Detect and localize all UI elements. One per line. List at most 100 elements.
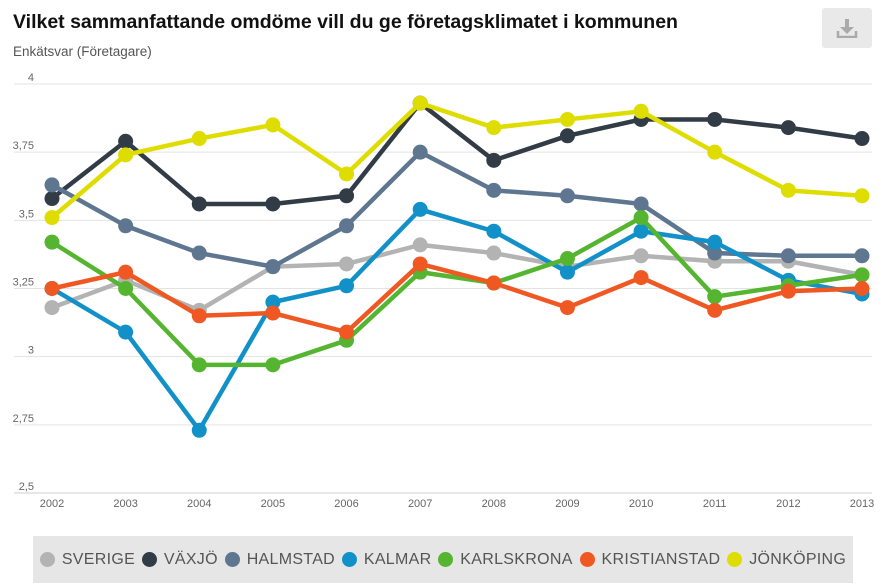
data-point[interactable]: [633, 103, 649, 119]
data-point[interactable]: [854, 281, 870, 296]
line-chart: 2,5 2,75 3 3,25 3,5 3,75 4 2002 2003 2004 2005 200…: [13, 72, 875, 510]
data-point[interactable]: [191, 422, 207, 438]
data-point[interactable]: [854, 131, 870, 147]
data-point[interactable]: [191, 308, 207, 324]
data-point[interactable]: [265, 294, 281, 310]
data-point[interactable]: [44, 177, 60, 193]
legend-marker: [438, 552, 454, 567]
series-line: [49, 261, 865, 335]
data-point[interactable]: [486, 182, 502, 198]
data-point[interactable]: [854, 248, 870, 264]
x-tick-label: 2005: [261, 498, 285, 510]
data-point[interactable]: [44, 281, 60, 296]
data-point[interactable]: [707, 144, 723, 160]
x-tick-label: 2008: [482, 498, 506, 510]
data-point[interactable]: [559, 128, 575, 144]
data-point[interactable]: [780, 283, 796, 299]
data-point[interactable]: [486, 152, 502, 168]
data-point[interactable]: [265, 117, 281, 133]
data-point[interactable]: [559, 300, 575, 316]
data-point[interactable]: [339, 218, 355, 234]
data-point[interactable]: [191, 196, 207, 212]
legend-item-kalmar[interactable]: KALMAR: [341, 550, 432, 569]
data-point[interactable]: [707, 245, 723, 261]
data-point[interactable]: [854, 267, 870, 283]
data-point[interactable]: [44, 191, 60, 207]
data-point[interactable]: [118, 218, 134, 234]
data-point[interactable]: [633, 248, 649, 264]
legend-item-jönköping[interactable]: JÖNKÖPING: [727, 551, 846, 569]
x-tick-label: 2006: [334, 498, 358, 510]
data-point[interactable]: [339, 278, 355, 294]
data-point[interactable]: [118, 264, 134, 280]
data-point[interactable]: [339, 188, 355, 204]
download-button[interactable]: [822, 8, 872, 48]
data-point[interactable]: [707, 234, 723, 250]
y-tick-label: 3,75: [13, 140, 34, 152]
data-point[interactable]: [854, 188, 870, 204]
data-point[interactable]: [339, 256, 355, 272]
legend-marker: [727, 552, 743, 567]
data-point[interactable]: [118, 147, 134, 163]
data-point[interactable]: [44, 300, 60, 316]
data-point[interactable]: [412, 237, 428, 253]
legend-item-halmstad[interactable]: HALMSTAD: [224, 551, 335, 569]
data-point[interactable]: [559, 264, 575, 280]
series-jönköping: [44, 95, 870, 226]
y-tick-label: 2,75: [13, 413, 34, 425]
data-point[interactable]: [780, 182, 796, 198]
y-tick-label: 3: [28, 345, 34, 357]
legend-label: KRISTIANSTAD: [601, 550, 721, 568]
data-point[interactable]: [486, 245, 502, 261]
data-point[interactable]: [118, 281, 134, 296]
data-point[interactable]: [265, 196, 281, 212]
data-point[interactable]: [265, 305, 281, 321]
data-point[interactable]: [559, 111, 575, 127]
data-point[interactable]: [44, 210, 60, 226]
data-point[interactable]: [707, 111, 723, 127]
data-point[interactable]: [118, 324, 134, 340]
data-point[interactable]: [265, 357, 281, 373]
data-point[interactable]: [412, 201, 428, 217]
series-line: [49, 149, 865, 269]
data-point[interactable]: [265, 259, 281, 275]
legend-item-växjö[interactable]: VÄXJÖ: [141, 551, 218, 569]
data-point[interactable]: [486, 275, 502, 291]
x-tick-label: 2011: [703, 498, 727, 510]
data-point[interactable]: [412, 95, 428, 111]
legend-marker: [224, 552, 240, 567]
data-point[interactable]: [633, 210, 649, 226]
data-point[interactable]: [118, 133, 134, 149]
legend-item-sverige[interactable]: SVERIGE: [39, 551, 135, 569]
data-point[interactable]: [633, 223, 649, 239]
data-point[interactable]: [191, 245, 207, 261]
data-point[interactable]: [707, 302, 723, 318]
data-point[interactable]: [191, 131, 207, 147]
y-tick-label: 2,5: [19, 481, 34, 493]
x-tick-label: 2012: [776, 498, 800, 510]
data-point[interactable]: [559, 188, 575, 204]
x-tick-label: 2004: [187, 498, 211, 510]
series-kalmar: [44, 201, 870, 438]
data-point[interactable]: [44, 234, 60, 250]
data-point[interactable]: [339, 166, 355, 182]
download-icon: [836, 19, 858, 38]
legend-label: KALMAR: [363, 550, 432, 568]
chart-legend: SVERIGE VÄXJÖ HALMSTAD KALMAR KARLSKRONA KRIS…: [33, 536, 853, 583]
data-point[interactable]: [486, 223, 502, 239]
data-point[interactable]: [339, 324, 355, 340]
data-point[interactable]: [412, 256, 428, 272]
data-point[interactable]: [707, 289, 723, 305]
data-point[interactable]: [191, 357, 207, 373]
legend-item-karlskrona[interactable]: KARLSKRONA: [438, 551, 572, 569]
data-point[interactable]: [412, 144, 428, 160]
data-point[interactable]: [633, 270, 649, 286]
legend-label: KARLSKRONA: [460, 550, 573, 568]
legend-item-kristianstad[interactable]: KRISTIANSTAD: [579, 550, 721, 569]
data-point[interactable]: [780, 248, 796, 264]
legend-marker: [141, 552, 157, 567]
data-point[interactable]: [486, 120, 502, 136]
data-point[interactable]: [633, 196, 649, 212]
data-point[interactable]: [559, 251, 575, 267]
data-point[interactable]: [780, 120, 796, 136]
